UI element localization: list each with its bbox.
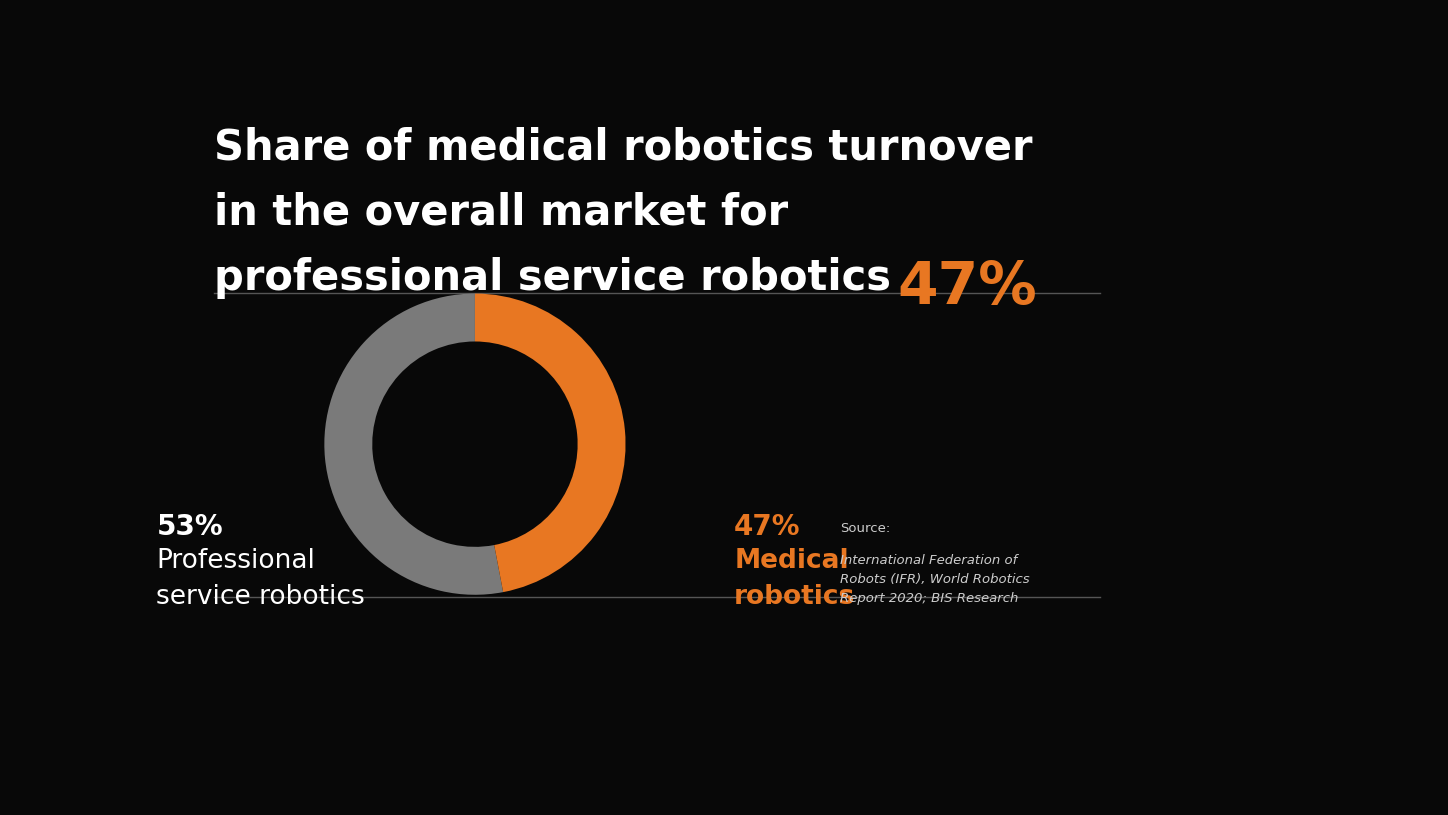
Text: Source:: Source: [840, 522, 891, 535]
Text: Share of medical robotics turnover: Share of medical robotics turnover [214, 126, 1032, 169]
Wedge shape [324, 293, 502, 595]
Text: 53%: 53% [156, 513, 223, 541]
Text: in the overall market for: in the overall market for [214, 192, 788, 234]
Text: professional service robotics: professional service robotics [214, 257, 892, 299]
Text: Medical
robotics: Medical robotics [734, 548, 856, 610]
Text: 47%: 47% [898, 259, 1038, 316]
Wedge shape [475, 293, 626, 593]
Text: Professional
service robotics: Professional service robotics [156, 548, 365, 610]
Text: International Federation of
Robots (IFR), World Robotics
Report 2020; BIS Resear: International Federation of Robots (IFR)… [840, 554, 1030, 606]
Text: 47%: 47% [734, 513, 801, 541]
